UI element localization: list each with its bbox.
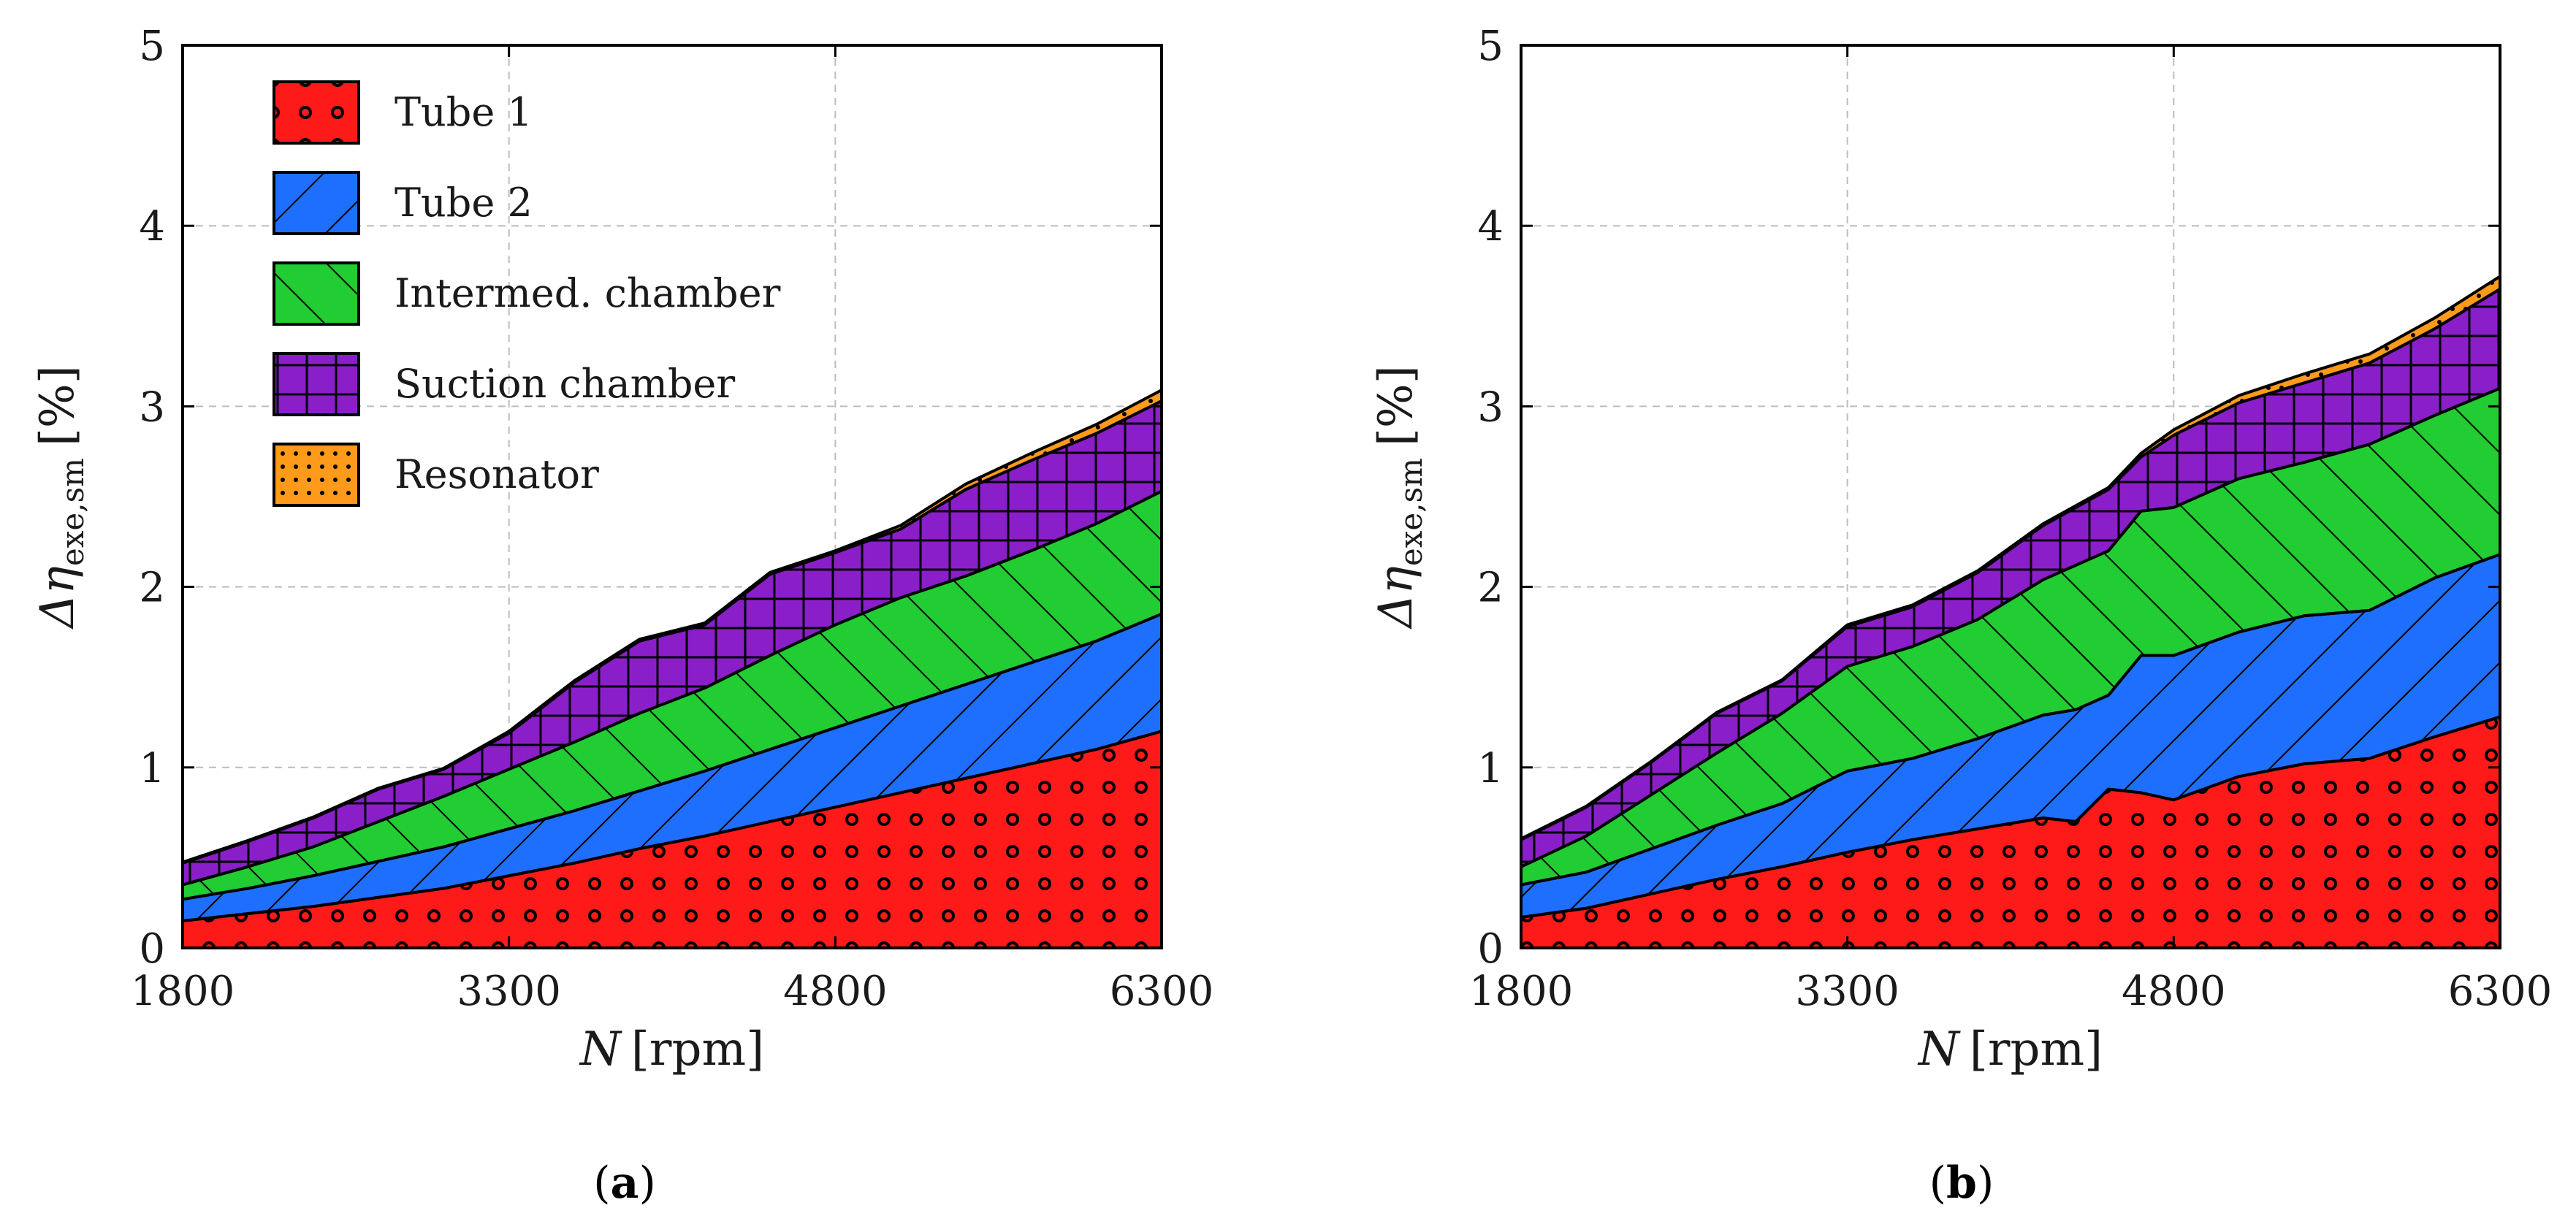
plot-frame [181, 44, 1163, 949]
y-tick-label: 4 [139, 203, 165, 250]
x-axis-label: N [rpm] [579, 1022, 764, 1076]
legend-label-tube1: Tube 1 [395, 89, 533, 135]
chart-panel-a: 0 1 2 3 4 5 1800 3300 4800 6300 N [rpm] Δηexe,sm[%] T… [31, 23, 1213, 1076]
y-tick-label: 3 [1477, 383, 1504, 431]
legend-swatch-tube2 [273, 171, 360, 235]
x-tick-label: 1800 [1469, 968, 1574, 1015]
x-tick-label: 3300 [457, 968, 561, 1015]
x-tick-label: 3300 [1795, 968, 1899, 1015]
legend-label-intermed: Intermed. chamber [395, 270, 781, 316]
y-tick-label: 1 [139, 745, 165, 792]
legend-label-resonator: Resonator [395, 451, 599, 497]
chart-panel-b: 0 1 2 3 4 5 1800 3300 4800 6300 N [rpm] Δηexe,sm[%] [1369, 23, 2552, 1076]
y-tick-label: 5 [139, 23, 165, 70]
y-tick-label: 1 [1477, 745, 1504, 792]
y-axis-label: Δηexe,sm[%] [1369, 365, 1429, 630]
x-tick-label: 1800 [131, 968, 235, 1015]
x-tick-label: 4800 [783, 968, 888, 1015]
y-tick-label: 2 [1477, 565, 1504, 612]
legend-swatch-intermed [273, 261, 360, 326]
caption-b: (b) [1929, 1158, 1994, 1209]
legend-swatch-tube1 [273, 80, 360, 145]
y-tick-label: 5 [1477, 23, 1504, 70]
y-tick-label: 0 [1477, 925, 1504, 973]
y-axis-label: Δηexe,sm[%] [31, 365, 91, 630]
legend-label-suction: Suction chamber [395, 361, 735, 407]
legend-swatch-resonator [273, 443, 360, 507]
y-tick-label: 4 [1477, 203, 1504, 250]
y-tick-label: 2 [139, 565, 165, 612]
x-tick-label: 6300 [1110, 968, 1214, 1015]
x-tick-label: 4800 [2122, 968, 2226, 1015]
x-tick-label: 6300 [2448, 968, 2553, 1015]
y-tick-label: 3 [139, 383, 165, 431]
plot-frame [1520, 44, 2501, 949]
legend-label-tube2: Tube 2 [395, 180, 533, 226]
x-axis-label: N [rpm] [1917, 1022, 2103, 1076]
y-tick-label: 0 [139, 925, 165, 973]
legend-swatch-suction [273, 352, 360, 416]
caption-a: (a) [593, 1158, 656, 1209]
